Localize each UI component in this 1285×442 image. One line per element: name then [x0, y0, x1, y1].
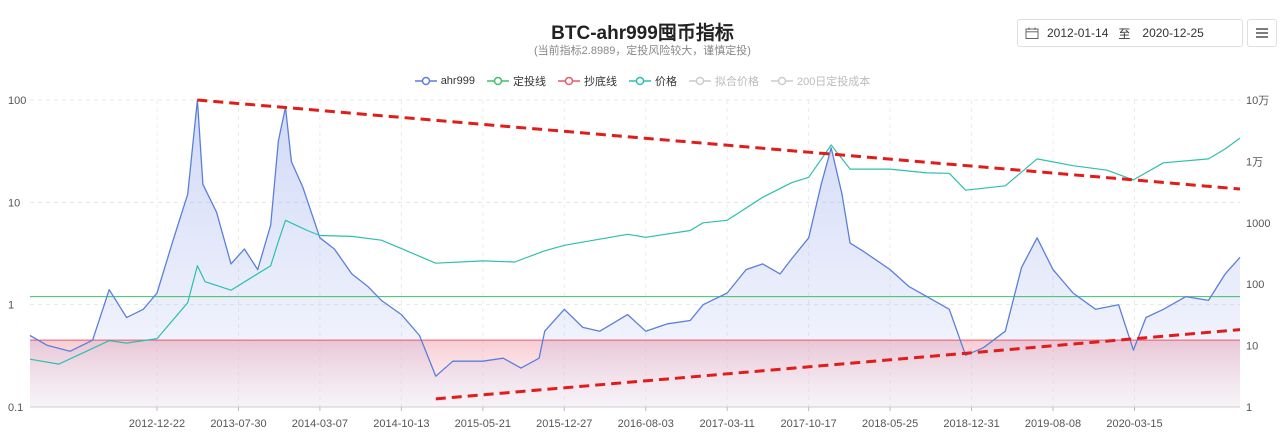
- x-tick-label: 2018-12-31: [943, 418, 999, 430]
- x-tick-label: 2014-10-13: [373, 418, 429, 430]
- chart-title: BTC-ahr999囤币指标: [551, 23, 734, 44]
- end-date-input[interactable]: 2020-12-25: [1142, 26, 1204, 40]
- legend-item-dingtou[interactable]: 定投线: [486, 73, 546, 89]
- x-tick-label: 2020-03-15: [1106, 418, 1162, 430]
- x-tick-label: 2019-08-08: [1025, 418, 1081, 430]
- y-right-tick-label: 10万: [1246, 95, 1269, 107]
- x-tick-label: 2015-12-27: [536, 418, 592, 430]
- legend-item-chaodi[interactable]: 抄底线: [557, 73, 617, 89]
- x-tick-label: 2017-10-17: [781, 418, 837, 430]
- ahr999-area: [30, 100, 1240, 407]
- y-left-tick-label: 1: [8, 300, 14, 312]
- x-tick-label: 2013-07-30: [210, 418, 266, 430]
- calendar-icon: [1025, 27, 1039, 39]
- legend-label: 拟合价格: [714, 76, 759, 88]
- legend-marker: [557, 76, 580, 86]
- chart-subtitle: (当前指标2.8989，定投风险较大，谨慎定投): [534, 45, 751, 57]
- y-right-tick-label: 10: [1246, 341, 1258, 353]
- legend-item-200d-cost[interactable]: 200日定投成本: [770, 73, 871, 89]
- start-date-input[interactable]: 2012-01-14: [1047, 26, 1109, 40]
- menu-button[interactable]: [1247, 19, 1277, 47]
- legend-marker: [414, 76, 437, 86]
- date-range-picker[interactable]: 2012-01-14 至 2020-12-25: [1017, 19, 1243, 47]
- legend-marker: [628, 76, 651, 86]
- x-tick-label: 2012-12-22: [129, 418, 185, 430]
- legend-label: 抄底线: [583, 76, 617, 88]
- legend-item-price[interactable]: 价格: [628, 73, 677, 89]
- y-left-tick-label: 100: [8, 95, 26, 107]
- legend-marker: [688, 76, 711, 86]
- legend-item-ahr999[interactable]: ahr999: [414, 73, 475, 89]
- legend-label: ahr999: [440, 75, 475, 87]
- x-tick-label: 2014-03-07: [292, 418, 348, 430]
- legend-label: 价格: [654, 76, 677, 88]
- legend-marker: [486, 76, 509, 86]
- y-right-tick-label: 1万: [1246, 156, 1263, 168]
- y-left-tick-label: 0.1: [8, 402, 23, 414]
- x-tick-label: 2017-03-11: [699, 418, 754, 430]
- y-right-tick-label: 1: [1246, 402, 1252, 414]
- x-tick-label: 2015-05-21: [455, 418, 511, 430]
- y-right-tick-label: 1000: [1246, 218, 1270, 230]
- menu-icon: [1256, 28, 1268, 38]
- x-tick-label: 2016-08-03: [618, 418, 674, 430]
- legend-item-fitted-price[interactable]: 拟合价格: [688, 73, 759, 89]
- chart-legend: ahr999 定投线 抄底线 价格 拟合价格 200日定投成本: [0, 73, 1285, 89]
- trendline-dashed: [197, 98, 1241, 191]
- ahr999-line: [29, 99, 1241, 377]
- y-right-tick-label: 100: [1246, 279, 1264, 291]
- legend-label: 定投线: [512, 76, 546, 88]
- legend-label: 200日定投成本: [796, 76, 871, 88]
- y-left-tick-label: 10: [8, 197, 20, 209]
- price-line: [29, 137, 1241, 365]
- trendline-dashed: [435, 328, 1241, 401]
- date-separator: 至: [1118, 26, 1131, 41]
- x-tick-label: 2018-05-25: [862, 418, 918, 430]
- legend-marker: [770, 76, 793, 86]
